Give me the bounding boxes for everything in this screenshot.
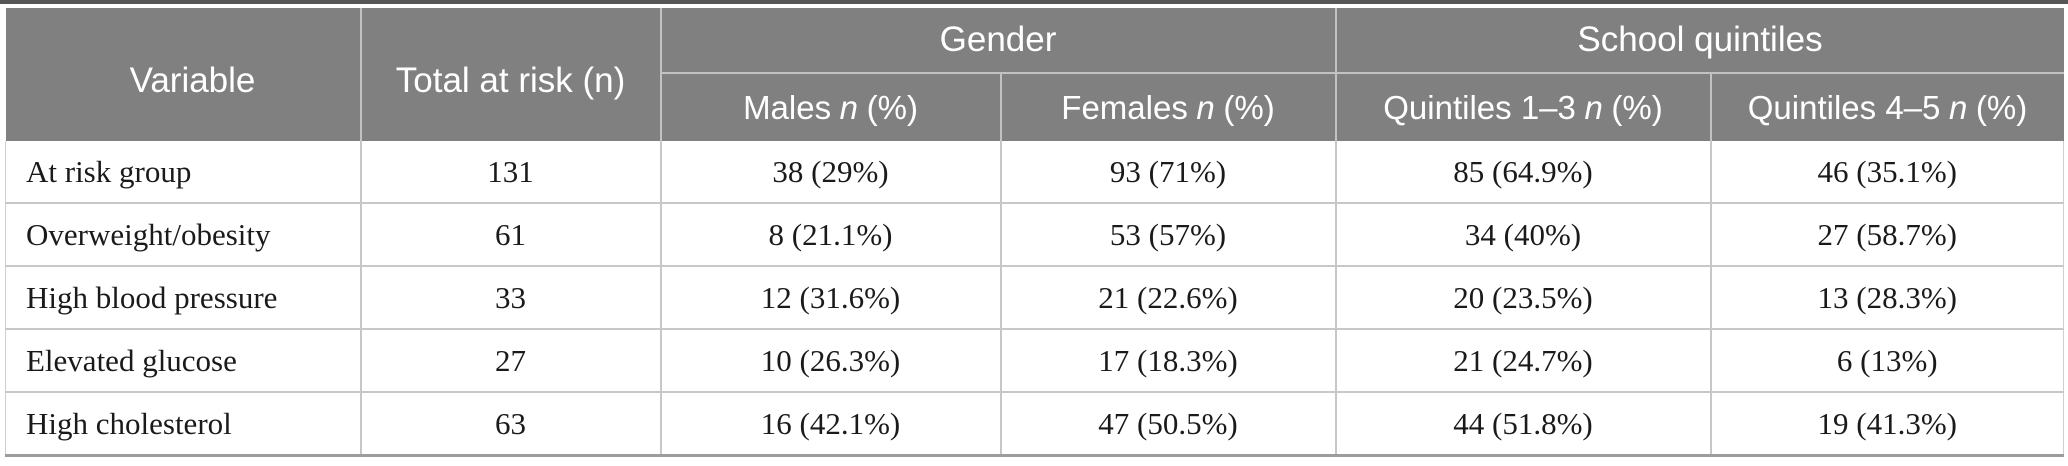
cell-females: 21 (22.6%) (999, 265, 1337, 330)
cell-variable: At risk group (5, 141, 362, 204)
table-top-rule (0, 0, 2068, 4)
col-header-females: Females n (%) (999, 72, 1337, 141)
n-symbol: n (839, 88, 859, 126)
cell-males: 16 (42.1%) (659, 391, 1002, 457)
cell-males: 8 (21.1%) (659, 202, 1002, 267)
cell-total: 61 (359, 202, 662, 267)
females-label: Females (1061, 88, 1188, 126)
percent-label: (%) (1975, 88, 2028, 126)
quintiles-4-5-label: Quintiles 4–5 (1747, 88, 1941, 126)
n-symbol: n (1196, 88, 1215, 126)
cell-females: 47 (50.5%) (999, 391, 1337, 457)
cell-quintiles-1-3: 20 (23.5%) (1334, 265, 1712, 330)
table-body: At risk group 131 38 (29%) 93 (71%) 85 (… (5, 141, 2064, 457)
col-header-quintiles-1-3: Quintiles 1–3 n (%) (1334, 72, 1712, 141)
col-header-quintiles-4-5: Quintiles 4–5 n (%) (1709, 72, 2064, 141)
percent-label: (%) (1611, 88, 1663, 126)
percent-label: (%) (866, 88, 918, 126)
cell-males: 12 (31.6%) (659, 265, 1002, 330)
cell-total: 33 (359, 265, 662, 330)
cell-males: 10 (26.3%) (659, 328, 1002, 393)
col-header-variable: Variable (5, 8, 362, 141)
n-symbol: n (1948, 88, 1968, 126)
col-header-total-at-risk: Total at risk (n) (359, 8, 662, 141)
header-row-groups: Variable Total at risk (n) Gender School… (5, 8, 2064, 141)
cell-quintiles-1-3: 34 (40%) (1334, 202, 1712, 267)
cell-total: 27 (359, 328, 662, 393)
percent-label: (%) (1223, 88, 1275, 126)
cell-males: 38 (29%) (659, 141, 1002, 204)
cell-quintiles-4-5: 13 (28.3%) (1709, 265, 2064, 330)
table-header: Variable Total at risk (n) Gender School… (5, 8, 2064, 141)
cell-females: 93 (71%) (999, 141, 1337, 204)
quintiles-1-3-label: Quintiles 1–3 (1383, 88, 1576, 126)
cell-quintiles-4-5: 27 (58.7%) (1709, 202, 2064, 267)
cell-total: 131 (359, 141, 662, 204)
cell-variable: Overweight/obesity (5, 202, 362, 267)
cell-quintiles-4-5: 6 (13%) (1709, 328, 2064, 393)
cell-total: 63 (359, 391, 662, 457)
males-label: Males (743, 88, 832, 126)
cell-variable: High blood pressure (5, 265, 362, 330)
cell-quintiles-1-3: 44 (51.8%) (1334, 391, 1712, 457)
table-row-high-blood-pressure: High blood pressure 33 12 (31.6%) 21 (22… (5, 265, 2064, 330)
cell-quintiles-1-3: 21 (24.7%) (1334, 328, 1712, 393)
group-header-gender: Gender (659, 8, 1337, 73)
cell-quintiles-1-3: 85 (64.9%) (1334, 141, 1712, 204)
cell-variable: High cholesterol (5, 391, 362, 457)
table-row-elevated-glucose: Elevated glucose 27 10 (26.3%) 17 (18.3%… (5, 328, 2064, 393)
table-row-at-risk-group: At risk group 131 38 (29%) 93 (71%) 85 (… (5, 141, 2064, 204)
n-symbol: n (1584, 88, 1603, 126)
header-row-subcolumns: Males n (%) Females n (%) Quintiles 1–3 n (%) … (6, 72, 2064, 141)
group-header-school-quintiles: School quintiles (1334, 8, 2064, 73)
cell-quintiles-4-5: 19 (41.3%) (1709, 391, 2064, 457)
table-row-overweight-obesity: Overweight/obesity 61 8 (21.1%) 53 (57%)… (5, 202, 2064, 267)
table-row-high-cholesterol: High cholesterol 63 16 (42.1%) 47 (50.5%… (5, 391, 2064, 457)
cell-females: 53 (57%) (999, 202, 1337, 267)
col-header-males: Males n (%) (659, 72, 1002, 141)
cell-quintiles-4-5: 46 (35.1%) (1709, 141, 2064, 204)
cell-variable: Elevated glucose (5, 328, 362, 393)
risk-factors-table: Variable Total at risk (n) Gender School… (5, 8, 2064, 457)
cell-females: 17 (18.3%) (999, 328, 1337, 393)
